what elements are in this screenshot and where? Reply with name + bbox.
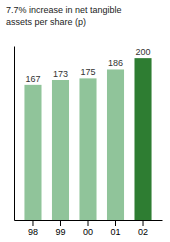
x-tick: 02	[138, 220, 148, 237]
x-tick: 99	[55, 220, 65, 237]
x-tick: 01	[111, 220, 121, 237]
x-tick-mark	[32, 220, 33, 226]
data-label: 186	[108, 58, 123, 68]
x-tick-label: 98	[28, 227, 38, 237]
chart: 7.7% increase in net tangible assets per …	[0, 0, 170, 242]
x-tick-label: 01	[111, 227, 121, 237]
title-line: assets per share (p)	[6, 17, 86, 27]
bar	[107, 69, 124, 220]
title: 7.7% increase in net tangible assets per …	[6, 5, 122, 27]
bars	[24, 58, 151, 220]
bar	[52, 80, 69, 220]
plot: 98 99 00 01 02 167 173 175 186 200	[15, 47, 163, 238]
bar	[134, 58, 151, 220]
data-label: 167	[25, 74, 40, 84]
x-tick-mark	[88, 220, 89, 226]
data-label: 200	[136, 47, 151, 57]
x-tick-label: 99	[55, 227, 65, 237]
x-tick: 98	[28, 220, 38, 237]
bar	[24, 85, 41, 220]
x-tick-label: 00	[83, 227, 93, 237]
y-axis-line	[14, 47, 15, 221]
x-tick-label: 02	[138, 227, 148, 237]
data-label: 173	[53, 69, 68, 79]
x-axis: 98 99 00 01 02	[15, 220, 163, 237]
x-tick: 00	[83, 220, 93, 237]
data-label: 175	[80, 67, 95, 77]
bar	[79, 78, 96, 220]
title-line: 7.7% increase in net tangible	[6, 5, 122, 15]
data-labels: 167 173 175 186 200	[25, 47, 150, 84]
x-tick-mark	[60, 220, 61, 226]
y-axis	[14, 47, 15, 221]
x-tick-mark	[115, 220, 116, 226]
x-tick-mark	[143, 220, 144, 226]
